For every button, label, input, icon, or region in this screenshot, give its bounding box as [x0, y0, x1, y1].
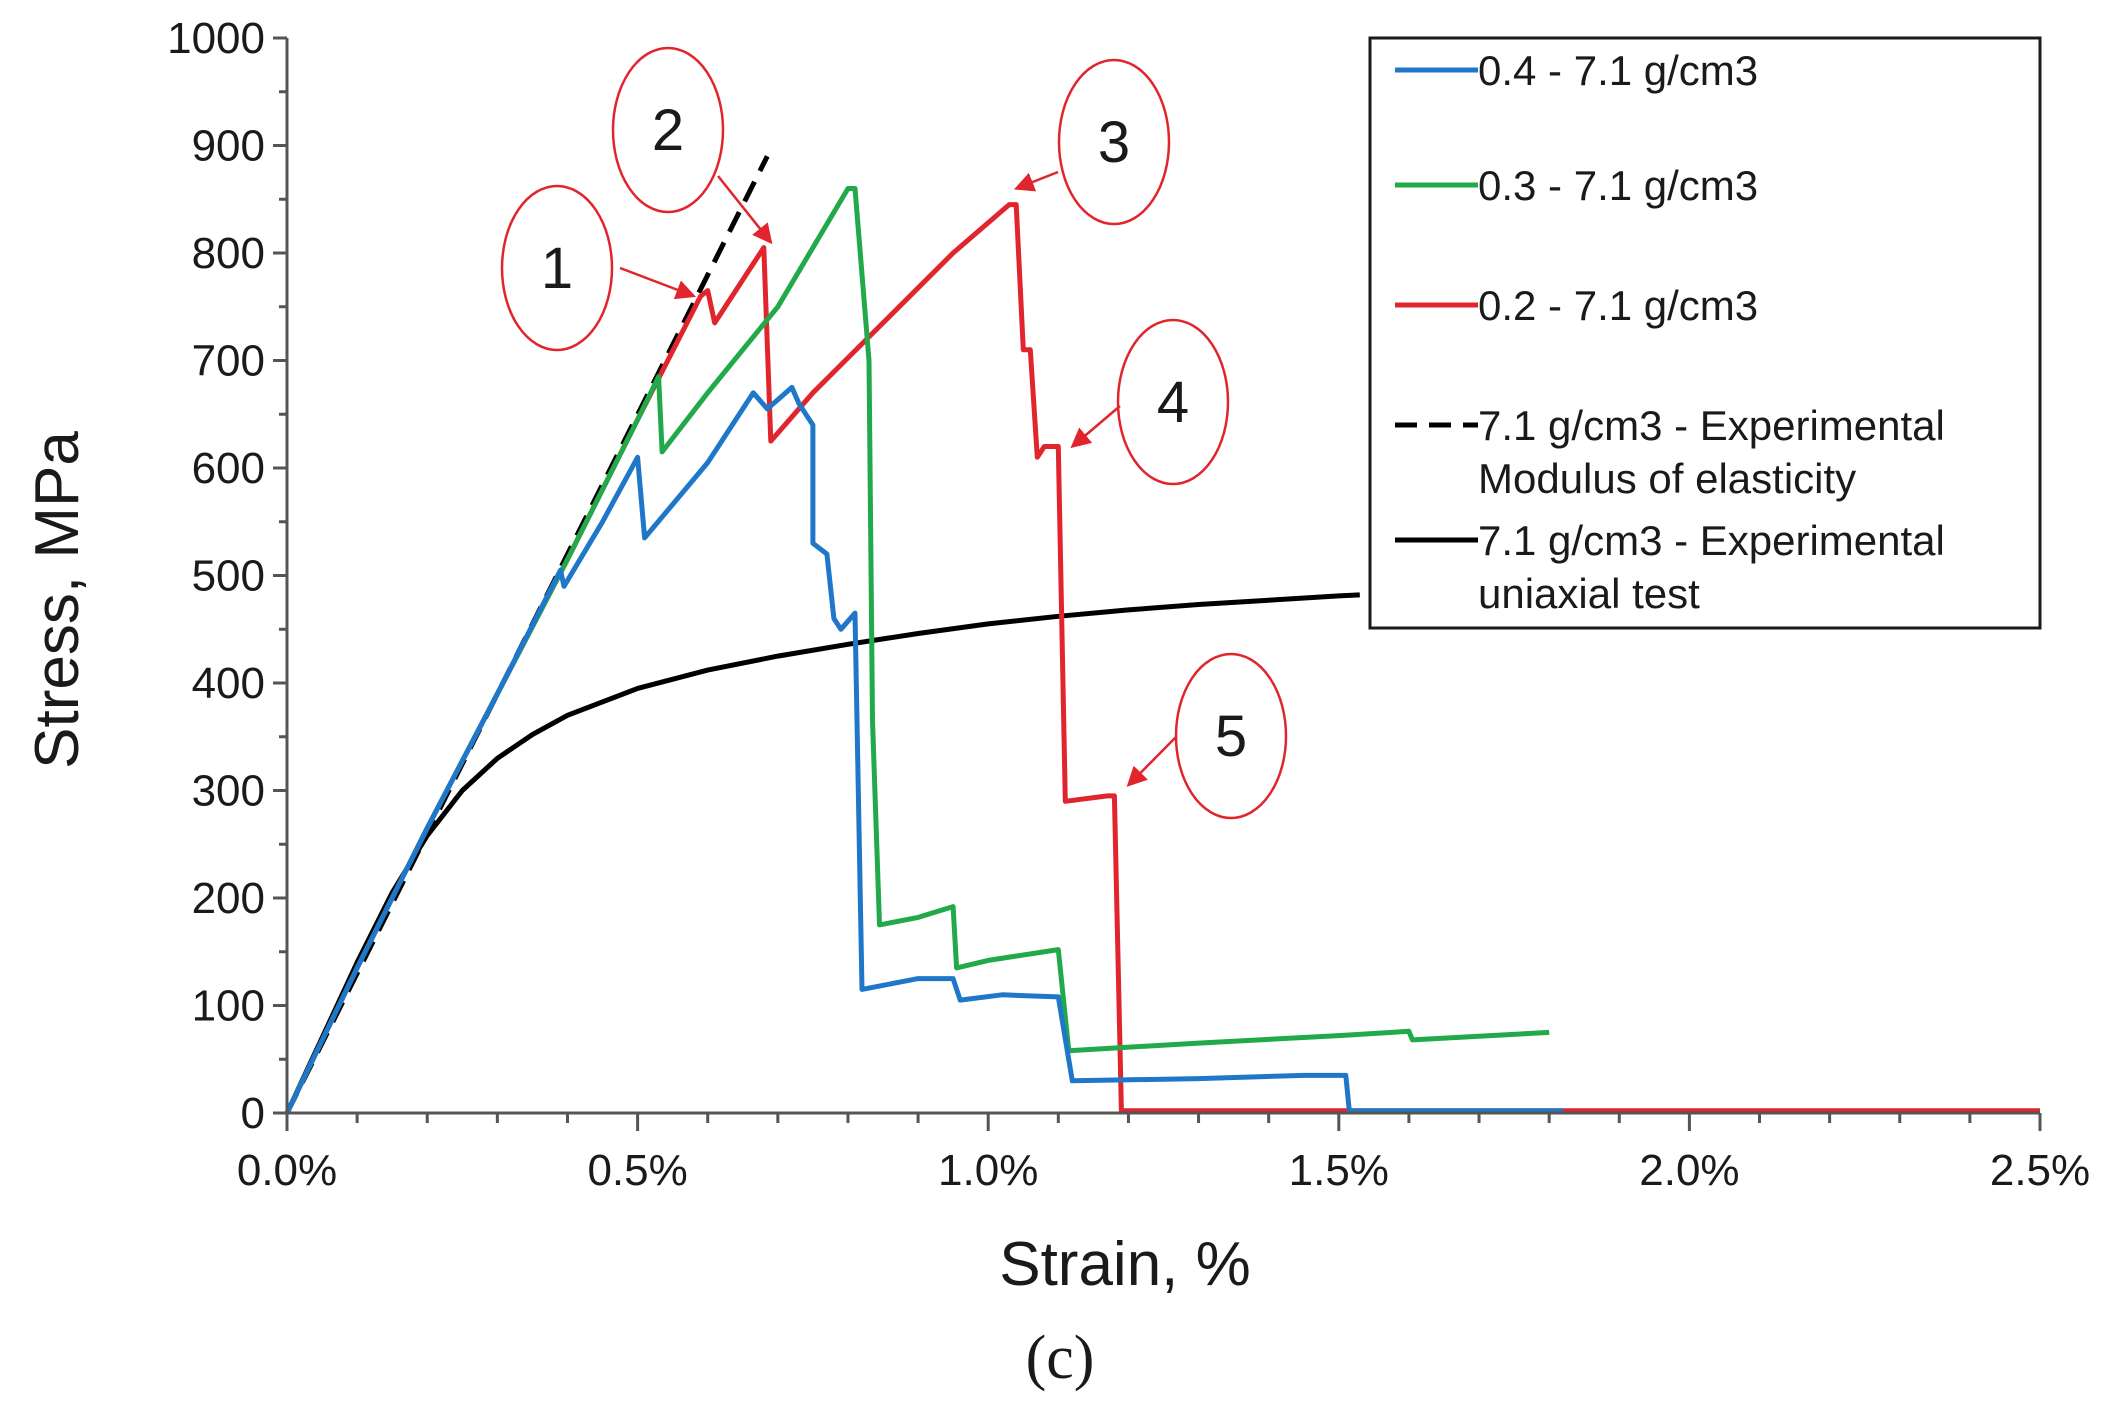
- x-tick-label: 1.0%: [938, 1146, 1038, 1195]
- figure-caption: (c): [1026, 1324, 1095, 1392]
- legend-box: [1368, 36, 2042, 630]
- x-ticks: 0.0% 0.5% 1.0% 1.5% 2.0% 2.5%: [237, 1113, 2090, 1195]
- x-tick-label: 0.0%: [237, 1146, 337, 1195]
- x-tick-label: 2.5%: [1990, 1146, 2090, 1195]
- annotation-ellipse-4: [1116, 318, 1230, 486]
- legend-label-2: 0.3 - 7.1 g/cm3: [1478, 162, 1758, 209]
- legend-label-3: 0.2 - 7.1 g/cm3: [1478, 282, 1758, 329]
- annotation-arrow-1: [619, 266, 697, 300]
- annotation-label-5: 5: [1215, 704, 1247, 769]
- legend-label-5: uniaxial test: [1478, 570, 1700, 617]
- annotation-ellipse-1: [500, 184, 614, 352]
- y-axis-title: Stress, MPa: [23, 431, 92, 769]
- annotation-label-1: 1: [541, 236, 573, 301]
- y-tick-label: 600: [192, 444, 265, 493]
- series-line-1: [284, 384, 1564, 1115]
- y-tick-label: 200: [192, 874, 265, 923]
- legend-label-4: 7.1 g/cm3 - Experimental: [1478, 402, 1945, 449]
- y-tick-label: 300: [192, 767, 265, 816]
- annotation-label-4: 4: [1157, 370, 1189, 435]
- y-tick-label: 800: [192, 229, 265, 278]
- legend-label-1: 0.4 - 7.1 g/cm3: [1478, 47, 1758, 94]
- y-tick-label: 700: [192, 337, 265, 386]
- axes: 0.0% 0.5% 1.0% 1.5% 2.0% 2.5% 010020030040050…: [167, 14, 2090, 1195]
- y-tick-label: 1000: [167, 14, 265, 63]
- x-tick-label: 0.5%: [587, 1146, 687, 1195]
- annotation-ellipse-5: [1174, 652, 1288, 820]
- annotation-arrow-4: [1070, 405, 1121, 449]
- x-axis-title: Strain, %: [999, 1230, 1251, 1299]
- y-tick-label: 400: [192, 659, 265, 708]
- annotation-arrow-3: [1013, 170, 1059, 192]
- legend-items: 0.4 - 7.1 g/cm3 0.3 - 7.1 g/cm3 0.2 - 7.1 …: [1395, 47, 1945, 617]
- annotation-arrow-5: [1126, 736, 1177, 787]
- legend: 0.4 - 7.1 g/cm3 0.3 - 7.1 g/cm3 0.2 - 7.1 …: [1368, 36, 2042, 630]
- series-layer: [284, 155, 2040, 1115]
- y-tick-label: 900: [192, 122, 265, 171]
- annotation-label-2: 2: [652, 98, 684, 163]
- annotation-ellipse-3: [1057, 58, 1171, 226]
- annotation-arrow-2: [717, 175, 773, 245]
- y-tick-label: 500: [192, 552, 265, 601]
- x-tick-label: 1.5%: [1289, 1146, 1389, 1195]
- series-line-2: [284, 186, 1550, 1115]
- y-ticks: 0 100 200 300 400 500 600 700 800 900 1000: [167, 14, 287, 1138]
- x-tick-label: 2.0%: [1639, 1146, 1739, 1195]
- legend-label-5: 7.1 g/cm3 - Experimental: [1478, 517, 1945, 564]
- legend-label-4: Modulus of elasticity: [1478, 455, 1856, 502]
- annotation-ellipse-2: [611, 46, 725, 214]
- y-tick-label: 100: [192, 982, 265, 1031]
- y-tick-label: 0: [241, 1089, 265, 1138]
- annotation-label-3: 3: [1098, 110, 1130, 175]
- annotations: 1 2 3 4 5: [500, 46, 1288, 820]
